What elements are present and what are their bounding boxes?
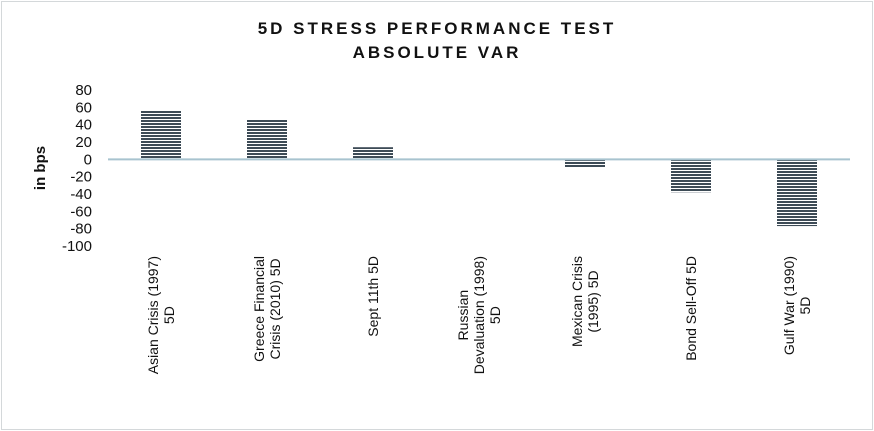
x-category-label-line: Crisis (2010) 5D <box>267 258 283 359</box>
bar-6 <box>777 159 817 227</box>
x-category-label-line: Sept 11th 5D <box>365 256 381 337</box>
y-tick-label: 60 <box>75 99 92 116</box>
x-category-label-line: 5D <box>797 297 813 315</box>
y-tick-label: 80 <box>75 82 92 99</box>
x-category-label: Sept 11th 5D <box>365 256 381 337</box>
x-category-label-line: Gulf War (1990) <box>781 256 797 355</box>
y-tick-label: -40 <box>70 186 92 203</box>
x-category-label: Bond Sell-Off 5D <box>683 256 699 361</box>
y-tick-label: 20 <box>75 134 92 151</box>
chart-title-line-1: 5D STRESS PERFORMANCE TEST <box>257 19 617 38</box>
x-category-label-line: 5D <box>487 306 503 324</box>
x-category-label-line: Russian <box>455 290 471 341</box>
x-category-label-line: Asian Crisis (1997) <box>145 256 161 374</box>
bar-5 <box>671 159 711 193</box>
x-category-label: Asian Crisis (1997)5D <box>145 256 177 374</box>
x-category-label: RussianDevaluation (1998)5D <box>455 256 503 374</box>
y-tick-label: -80 <box>70 221 92 238</box>
y-tick-label: -100 <box>62 238 92 255</box>
x-category-label-line: Devaluation (1998) <box>471 256 487 374</box>
x-category-label: Mexican Crisis(1995) 5D <box>569 256 601 347</box>
bar-1 <box>247 119 287 160</box>
x-category-label-line: Bond Sell-Off 5D <box>683 256 699 361</box>
bar-0 <box>141 110 181 160</box>
y-axis-label: in bps <box>32 146 49 190</box>
y-tick-label: 0 <box>84 151 92 168</box>
y-tick-label: 40 <box>75 117 92 134</box>
x-category-label: Gulf War (1990)5D <box>781 256 813 355</box>
y-tick-label: -60 <box>70 203 92 220</box>
chart-title-line-2: ABSOLUTE VAR <box>352 43 522 62</box>
bar-4 <box>565 159 605 168</box>
x-category-label-line: Mexican Crisis <box>569 256 585 347</box>
bar-2 <box>353 147 393 160</box>
y-tick-label: -20 <box>70 169 92 186</box>
x-category-label: Greece FinancialCrisis (2010) 5D <box>251 256 283 362</box>
x-category-label-line: Greece Financial <box>251 256 267 362</box>
x-category-label-line: 5D <box>161 306 177 324</box>
x-category-label-line: (1995) 5D <box>585 270 601 332</box>
